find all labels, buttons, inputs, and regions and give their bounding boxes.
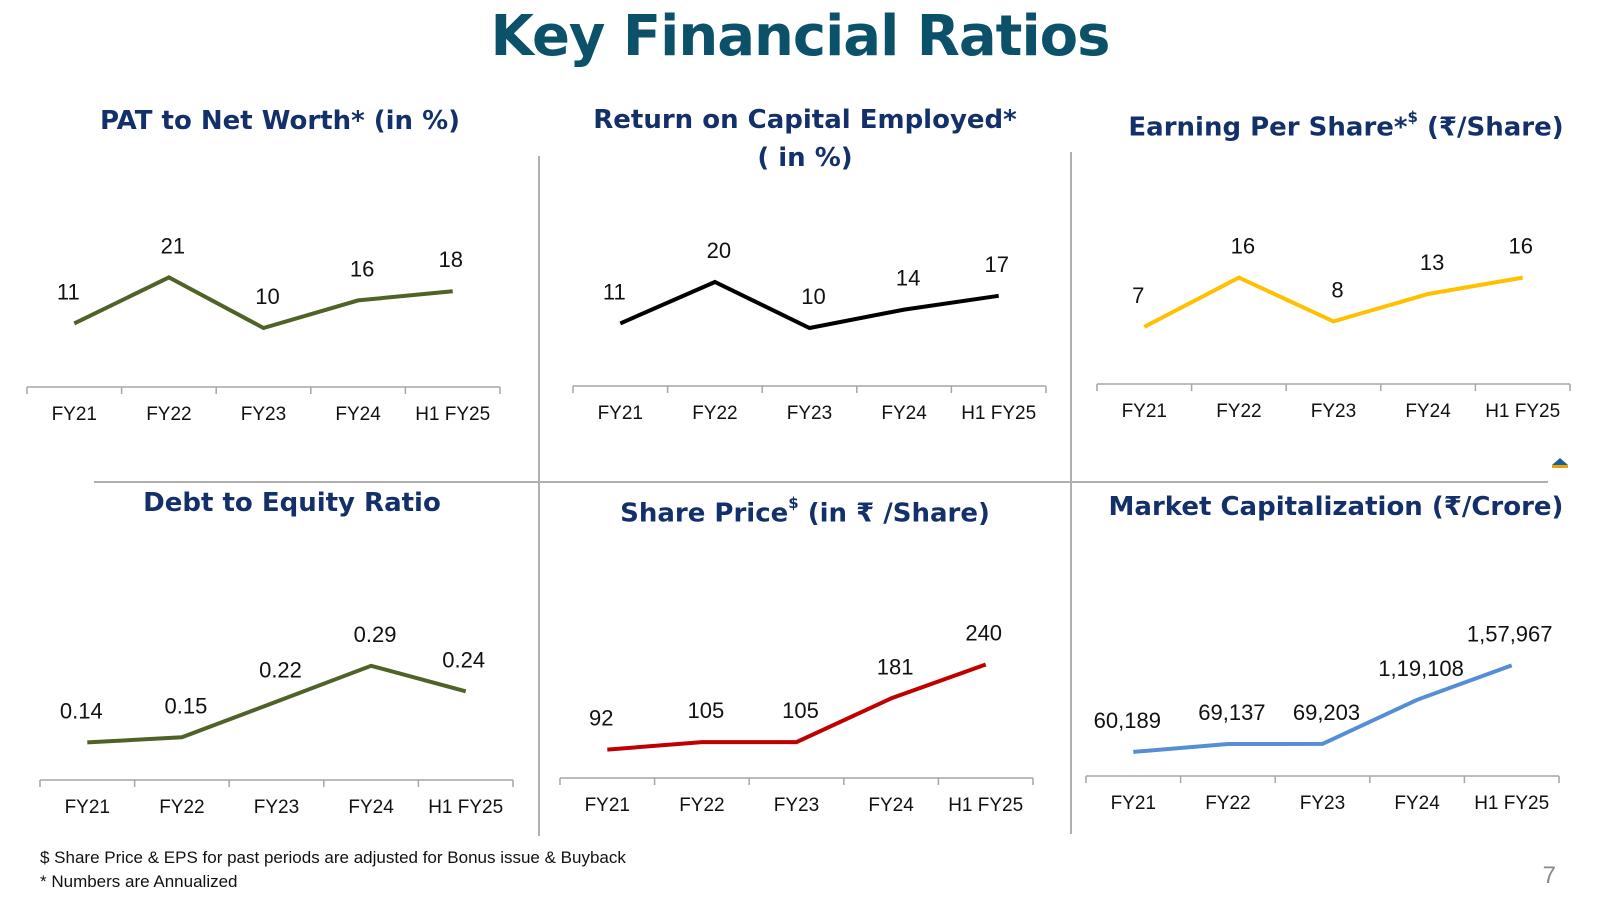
chart-pat-to-net-worth: FY21 FY22 FY23 FY24 H1 FY25 11 21 10 16 18 — [26, 233, 501, 425]
x-tick-label: H1 FY25 — [415, 404, 490, 425]
chart-title-eps: Earning Per Share*$ (₹/Share) — [1128, 108, 1564, 143]
chart-eps: FY21 FY22 FY23 FY24 H1 FY25 7 16 8 13 16 — [1096, 234, 1571, 422]
x-tick-label: FY23 — [787, 403, 832, 424]
x-tick-label: FY22 — [159, 797, 204, 818]
horizontal-divider — [94, 481, 1548, 483]
data-label: 13 — [1420, 250, 1444, 275]
chart-title-market-cap: Market Capitalization (₹/Crore) — [1108, 492, 1564, 522]
x-tick-label: FY24 — [348, 797, 394, 818]
data-label: 10 — [255, 284, 279, 309]
chart-panel-eps: Earning Per Share*$ (₹/Share) FY21 FY22 FY… — [1072, 0, 1600, 480]
x-tick-label: FY22 — [679, 795, 724, 816]
chart-share-price: FY21 FY22 FY23 FY24 H1 FY25 92 105 105 181 240 — [559, 621, 1034, 816]
data-label: 0.24 — [442, 647, 485, 672]
footnote-annualized: * Numbers are Annualized — [40, 872, 238, 891]
x-tick-label: FY22 — [1216, 401, 1261, 422]
slide-title: Key Financial Ratios — [490, 4, 1111, 69]
chart-debt-to-equity: FY21 FY22 FY23 FY24 H1 FY25 0.14 0.15 0.22 0.29 0… — [39, 622, 514, 818]
x-tick-label: FY24 — [1394, 793, 1440, 814]
x-tick-label: H1 FY25 — [1474, 793, 1549, 814]
footnote-share-price-adjustment: $ Share Price & EPS for past periods are… — [40, 848, 626, 867]
x-tick-label: FY21 — [65, 797, 110, 818]
data-label: 1,57,967 — [1467, 621, 1553, 646]
vertical-divider-right — [1070, 152, 1072, 834]
data-label: 105 — [782, 698, 819, 723]
x-tick-label: FY23 — [241, 404, 286, 425]
x-tick-label: FY24 — [881, 403, 927, 424]
data-label: 16 — [1231, 234, 1255, 259]
x-tick-label: FY24 — [1405, 401, 1451, 422]
chart-panel-pat-to-net-worth: PAT to Net Worth* (in %) FY21 FY22 FY23 FY2… — [0, 0, 560, 480]
x-tick-label: FY23 — [774, 795, 819, 816]
x-tick-label: FY21 — [585, 795, 630, 816]
data-label: 7 — [1132, 283, 1144, 308]
data-label: 0.14 — [60, 698, 103, 723]
x-tick-label: FY21 — [52, 404, 97, 425]
data-label: 17 — [984, 252, 1008, 277]
data-label: 69,203 — [1293, 700, 1360, 725]
vertical-divider-left — [538, 156, 540, 836]
data-label: 11 — [57, 279, 80, 304]
chart-title-debt-to-equity: Debt to Equity Ratio — [143, 488, 441, 518]
data-label: 14 — [896, 266, 920, 291]
data-label: 60,189 — [1094, 708, 1161, 733]
chart-panel-debt-to-equity: Debt to Equity Ratio FY21 FY22 FY23 FY24 H1 … — [0, 484, 540, 844]
chart-title-roce: Return on Capital Employed*( in %) — [593, 105, 1017, 173]
data-label: 181 — [877, 654, 914, 679]
data-label: 0.29 — [354, 622, 397, 647]
data-label: 10 — [801, 284, 825, 309]
x-tick-label: FY21 — [1122, 401, 1167, 422]
data-label: 1,19,108 — [1378, 656, 1464, 681]
x-tick-label: H1 FY25 — [948, 795, 1023, 816]
x-tick-label: FY21 — [598, 403, 643, 424]
data-label: 0.15 — [164, 693, 207, 718]
data-label: 16 — [350, 256, 374, 281]
data-label: 105 — [688, 698, 725, 723]
data-label: 16 — [1508, 234, 1532, 259]
x-tick-label: FY22 — [1205, 793, 1250, 814]
chart-title-share-price: Share Price$ (in ₹ /Share) — [620, 494, 990, 529]
data-label: 240 — [965, 621, 1002, 646]
data-label: 0.22 — [259, 658, 302, 683]
x-tick-label: FY21 — [1111, 793, 1156, 814]
x-tick-label: FY23 — [1300, 793, 1345, 814]
data-label: 20 — [707, 238, 731, 263]
data-label: 21 — [161, 233, 185, 258]
x-tick-label: H1 FY25 — [961, 403, 1036, 424]
x-tick-label: FY24 — [335, 404, 381, 425]
x-tick-label: H1 FY25 — [428, 797, 503, 818]
data-label: 11 — [603, 279, 626, 304]
chart-panel-share-price: Share Price$ (in ₹ /Share) FY21 FY22 FY23 F… — [540, 484, 1070, 844]
x-tick-label: FY24 — [868, 795, 914, 816]
chart-panel-roce: Return on Capital Employed*( in %) FY21 F… — [540, 0, 1070, 480]
chart-roce: FY21 FY22 FY23 FY24 H1 FY25 11 20 10 14 17 — [572, 238, 1047, 424]
chart-market-cap: FY21 FY22 FY23 FY24 H1 FY25 60,189 69,137 69,20… — [1085, 621, 1560, 814]
page-number: 7 — [1542, 862, 1556, 889]
x-tick-label: FY23 — [1311, 401, 1356, 422]
x-tick-label: FY23 — [254, 797, 299, 818]
logo-mark-icon — [1552, 458, 1568, 468]
data-label: 69,137 — [1198, 700, 1265, 725]
chart-panel-market-cap: Market Capitalization (₹/Crore) FY21 FY22… — [1072, 484, 1600, 844]
data-label: 8 — [1331, 277, 1343, 302]
x-tick-label: FY22 — [692, 403, 737, 424]
chart-title-pat-to-net-worth: PAT to Net Worth* (in %) — [99, 106, 461, 136]
x-tick-label: FY22 — [146, 404, 191, 425]
data-label: 18 — [438, 247, 462, 272]
data-label: 92 — [589, 706, 613, 731]
x-tick-label: H1 FY25 — [1485, 401, 1560, 422]
